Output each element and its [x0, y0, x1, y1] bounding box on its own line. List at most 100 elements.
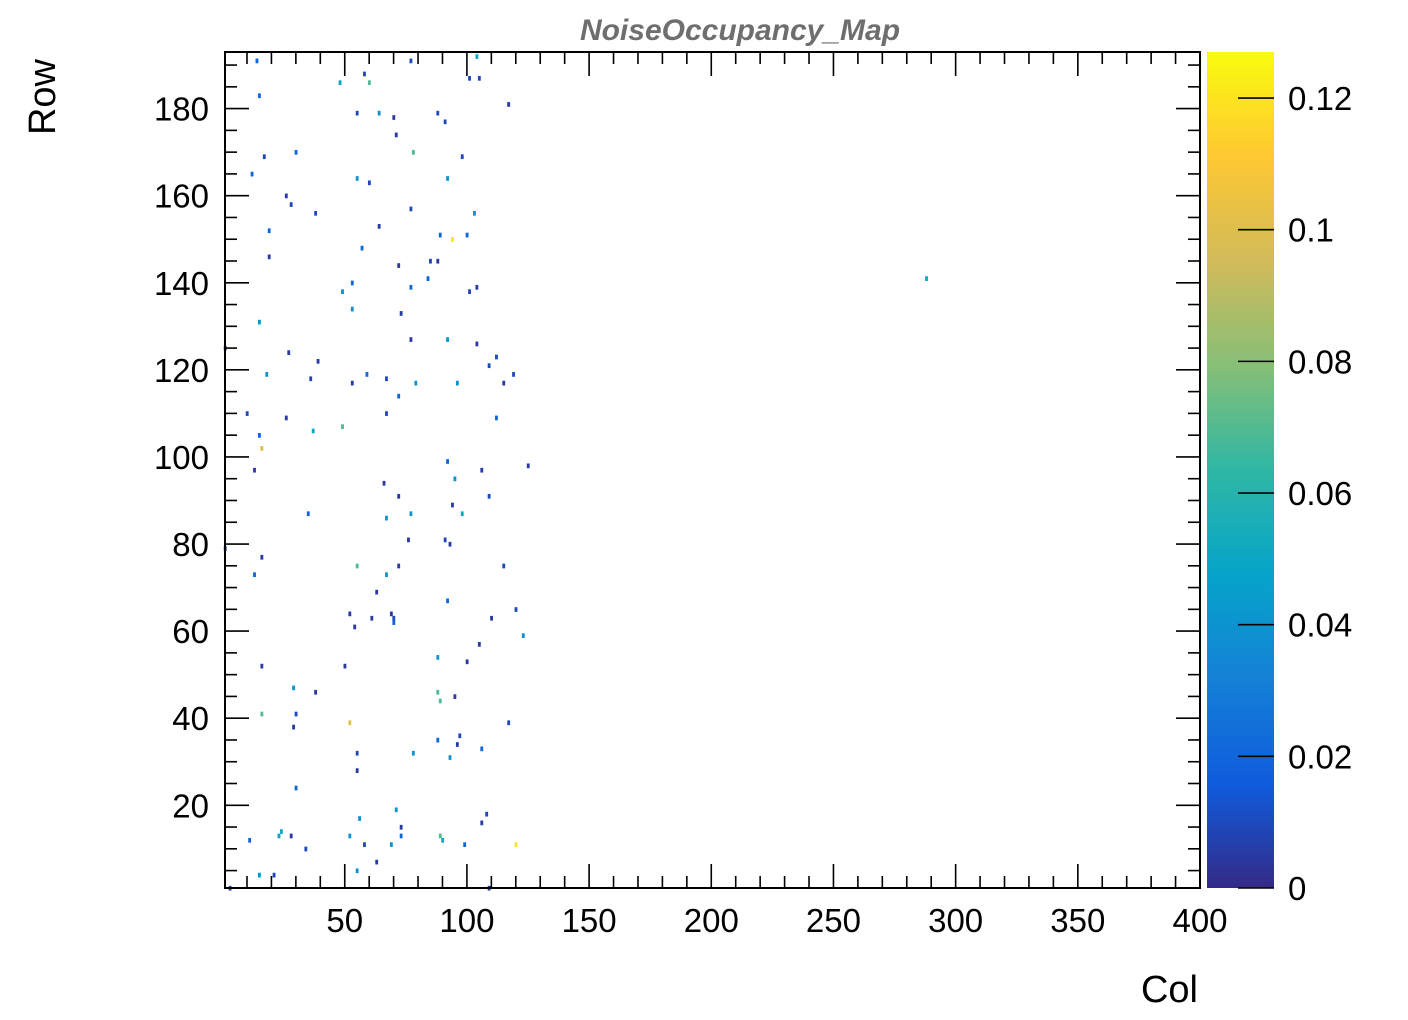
heatmap-cell: [453, 694, 457, 699]
heatmap-cell: [250, 171, 254, 177]
heatmap-cell: [348, 720, 352, 726]
heatmap-cell: [480, 820, 484, 826]
heatmap-cell: [260, 663, 264, 669]
heatmap-cell: [375, 589, 379, 595]
heatmap-cells: [223, 54, 928, 891]
heatmap-cell: [521, 633, 525, 639]
chart-title: NoiseOccupancy_Map: [580, 14, 900, 47]
heatmap-cell: [436, 110, 440, 116]
heatmap-cell: [407, 537, 410, 543]
heatmap-cell: [507, 720, 511, 726]
x-tick-label: 250: [806, 902, 861, 939]
x-axis-label: Col: [1141, 969, 1198, 1011]
heatmap-cell: [260, 554, 264, 560]
heatmap-cell: [360, 245, 364, 251]
heatmap-cell: [382, 480, 386, 486]
heatmap-cell: [257, 433, 261, 438]
heatmap-cell: [363, 71, 366, 77]
heatmap-cell: [294, 711, 298, 717]
heatmap-cell: [426, 276, 430, 281]
heatmap-cell: [487, 363, 491, 369]
heatmap-cell: [480, 746, 484, 752]
colorbar-tick-label: 0: [1288, 870, 1306, 907]
heatmap-cell: [446, 176, 449, 181]
heatmap-cell: [367, 80, 371, 86]
heatmap-cell: [272, 872, 276, 878]
colorbar-tick-label: 0.06: [1288, 475, 1352, 512]
heatmap-cell: [253, 467, 256, 473]
heatmap-cell: [397, 393, 401, 399]
heatmap-cell: [477, 75, 481, 81]
heatmap-cell: [443, 537, 447, 543]
heatmap-cell: [399, 824, 403, 830]
heatmap-cell: [399, 833, 403, 839]
y-tick-label: 60: [172, 613, 209, 650]
heatmap-cell: [284, 415, 288, 421]
heatmap-cell: [385, 411, 388, 416]
heatmap-cell: [485, 811, 489, 817]
heatmap-cell: [411, 149, 415, 155]
heatmap-cell: [409, 206, 413, 212]
heatmap-cell: [460, 511, 464, 517]
heatmap-cell: [436, 258, 440, 264]
x-tick-label: 400: [1172, 902, 1227, 939]
heatmap-cell: [279, 829, 283, 834]
heatmap-cell: [409, 511, 413, 517]
heatmap-cell: [477, 642, 481, 647]
heatmap-cell: [292, 724, 296, 730]
y-tick-label: 100: [154, 439, 209, 476]
y-tick-label: 40: [172, 700, 209, 737]
heatmap-cell: [294, 785, 298, 791]
y-tick-label: 20: [172, 787, 209, 824]
heatmap-cell: [375, 859, 379, 865]
heatmap-cell: [409, 337, 413, 342]
heatmap-cell: [265, 372, 269, 377]
heatmap-cell: [446, 459, 449, 464]
heatmap-cell: [294, 149, 298, 155]
heatmap-cell: [257, 93, 261, 99]
plot-frame: [224, 51, 1201, 889]
plot-axes: 50 100 150 200 250 300 350 400 20 40 60 80 100 120 140…: [154, 51, 1228, 939]
heatmap-cell: [377, 224, 381, 229]
heatmap-cell: [267, 228, 271, 234]
heatmap-cell: [438, 698, 442, 704]
heatmap-cell: [495, 354, 498, 360]
heatmap-cell: [260, 711, 264, 717]
heatmap-cell: [365, 372, 369, 377]
heatmap-cell: [289, 202, 293, 207]
heatmap-cell: [350, 380, 354, 386]
heatmap-cell: [394, 807, 398, 813]
heatmap-cell: [348, 611, 352, 617]
colorbar-tick-label: 0.12: [1288, 80, 1352, 117]
heatmap-cell: [363, 842, 366, 848]
heatmap-cell: [377, 110, 381, 116]
heatmap-cell: [448, 755, 452, 760]
x-tick-label: 50: [326, 902, 363, 939]
colorbar-tick-label: 0.1: [1288, 212, 1334, 249]
heatmap-cell: [490, 615, 493, 621]
heatmap-cell: [397, 493, 401, 499]
heatmap-cell: [316, 358, 320, 364]
heatmap-cell: [389, 842, 393, 848]
heatmap-cell: [436, 655, 440, 660]
heatmap-cell: [495, 415, 498, 421]
colorbar-tick-label: 0.04: [1288, 607, 1352, 644]
heatmap-cell: [465, 659, 469, 665]
heatmap-cell: [441, 837, 445, 843]
heatmap-cell: [367, 180, 371, 186]
x-tick-label: 300: [928, 902, 983, 939]
y-tick-label: 80: [172, 526, 209, 563]
heatmap-cell: [451, 502, 454, 508]
heatmap-cell: [392, 615, 396, 621]
heatmap-cell: [414, 380, 418, 386]
heatmap-cell: [355, 176, 359, 181]
heatmap-cell: [314, 689, 318, 695]
heatmap-cell: [262, 154, 266, 160]
heatmap-cell: [411, 750, 415, 756]
x-tick-label: 200: [684, 902, 739, 939]
y-tick-label: 160: [154, 178, 209, 215]
x-tick-label: 150: [562, 902, 617, 939]
heatmap-cell: [392, 620, 396, 625]
heatmap-cell: [257, 872, 261, 878]
